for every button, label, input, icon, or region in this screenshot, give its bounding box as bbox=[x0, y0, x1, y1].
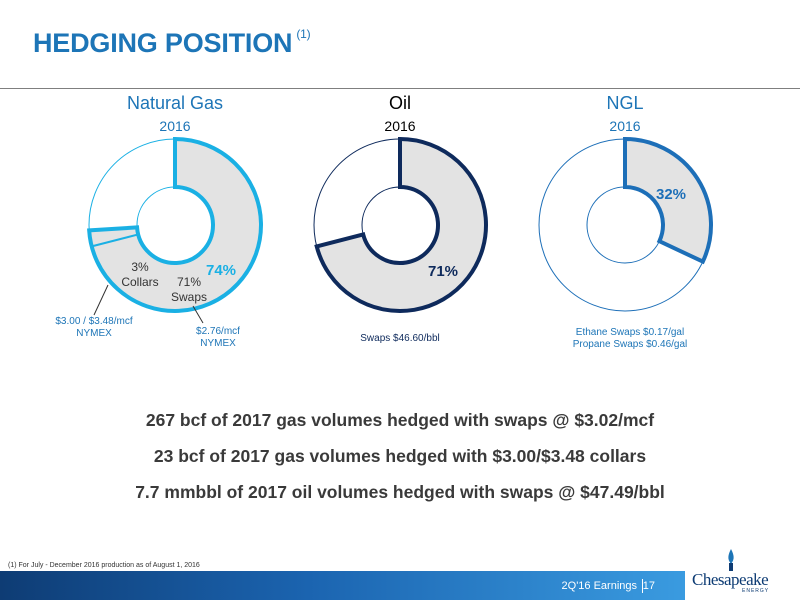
natural-gas-name: Natural Gas bbox=[126, 93, 224, 113]
page-title: HEDGING POSITION (1) bbox=[33, 27, 311, 59]
gas-swaps-leader bbox=[192, 305, 204, 324]
ngl-inner-ring bbox=[586, 186, 664, 264]
gas-collars-label: 3% Collars bbox=[112, 260, 168, 290]
summary-line-3: 7.7 mmbbl of 2017 oil volumes hedged wit… bbox=[135, 482, 665, 502]
oil-name: Oil bbox=[389, 93, 411, 113]
title-divider bbox=[0, 88, 800, 89]
gas-swaps-note: $2.76/mcf NYMEX bbox=[178, 326, 258, 350]
gas-swaps-note-2: NYMEX bbox=[200, 338, 236, 349]
oil-note: Swaps $46.60/bbl bbox=[360, 333, 440, 344]
oil-donut-group bbox=[313, 136, 488, 313]
logo-sub: ENERGY bbox=[742, 588, 770, 594]
gas-swaps-pct: 71% bbox=[176, 275, 202, 289]
footer-separator bbox=[642, 579, 643, 593]
natural-gas-segment-divider bbox=[91, 233, 139, 248]
footnote: (1) For July - December 2016 production … bbox=[8, 562, 200, 569]
chesapeake-logo: Chesapeake ENERGY bbox=[690, 548, 794, 598]
footer-label: 2Q'16 Earnings bbox=[561, 580, 637, 592]
page-number: 17 bbox=[642, 580, 655, 592]
gas-swaps-label: 71% Swaps bbox=[160, 275, 218, 305]
summary-line-2: 23 bcf of 2017 gas volumes hedged with $… bbox=[153, 446, 647, 466]
title-footnote-ref: (1) bbox=[296, 27, 311, 41]
natural-gas-header: Natural Gas 2016 bbox=[85, 92, 265, 135]
gas-swaps-name: Swaps bbox=[170, 290, 208, 304]
natural-gas-year: 2016 bbox=[159, 118, 191, 134]
ngl-note-1: Ethane Swaps $0.17/gal bbox=[575, 327, 685, 338]
ngl-hedged-pct: 32% bbox=[656, 186, 687, 203]
gas-collars-leader bbox=[93, 284, 109, 316]
ngl-donut-group bbox=[538, 136, 713, 312]
oil-hedged-pct: 71% bbox=[428, 263, 459, 280]
title-text: HEDGING POSITION bbox=[33, 28, 293, 58]
gas-swaps-note-1: $2.76/mcf bbox=[196, 326, 240, 337]
ngl-name: NGL bbox=[606, 93, 644, 113]
ngl-donut bbox=[538, 136, 713, 312]
natural-gas-donut-group bbox=[87, 136, 263, 313]
ngl-year: 2016 bbox=[609, 118, 641, 134]
gas-collars-name: Collars bbox=[121, 275, 159, 289]
summary-line-1: 267 bcf of 2017 gas volumes hedged with … bbox=[145, 410, 655, 430]
gas-collars-note-2: NYMEX bbox=[76, 328, 112, 339]
gas-hedged-pct: 74% bbox=[206, 262, 237, 279]
oil-year: 2016 bbox=[384, 118, 416, 134]
oil-donut bbox=[313, 136, 488, 313]
logo-wordmark: Chesapeake bbox=[692, 570, 769, 589]
gas-collars-note-1: $3.00 / $3.48/mcf bbox=[55, 316, 133, 327]
ngl-note-2: Propane Swaps $0.46/gal bbox=[572, 339, 688, 350]
natural-gas-donut bbox=[87, 136, 263, 313]
logo-flame-icon bbox=[728, 549, 734, 571]
natural-gas-inner-ring bbox=[136, 186, 214, 264]
ngl-header: NGL 2016 bbox=[535, 92, 715, 135]
gas-collars-pct: 3% bbox=[131, 260, 149, 274]
oil-inner-ring bbox=[361, 186, 439, 264]
gas-collars-note: $3.00 / $3.48/mcf NYMEX bbox=[40, 316, 148, 340]
ngl-note: Ethane Swaps $0.17/gal Propane Swaps $0.… bbox=[555, 327, 705, 351]
oil-header: Oil 2016 bbox=[310, 92, 490, 135]
footer-bar: 2Q'16 Earnings 17 bbox=[0, 571, 685, 600]
